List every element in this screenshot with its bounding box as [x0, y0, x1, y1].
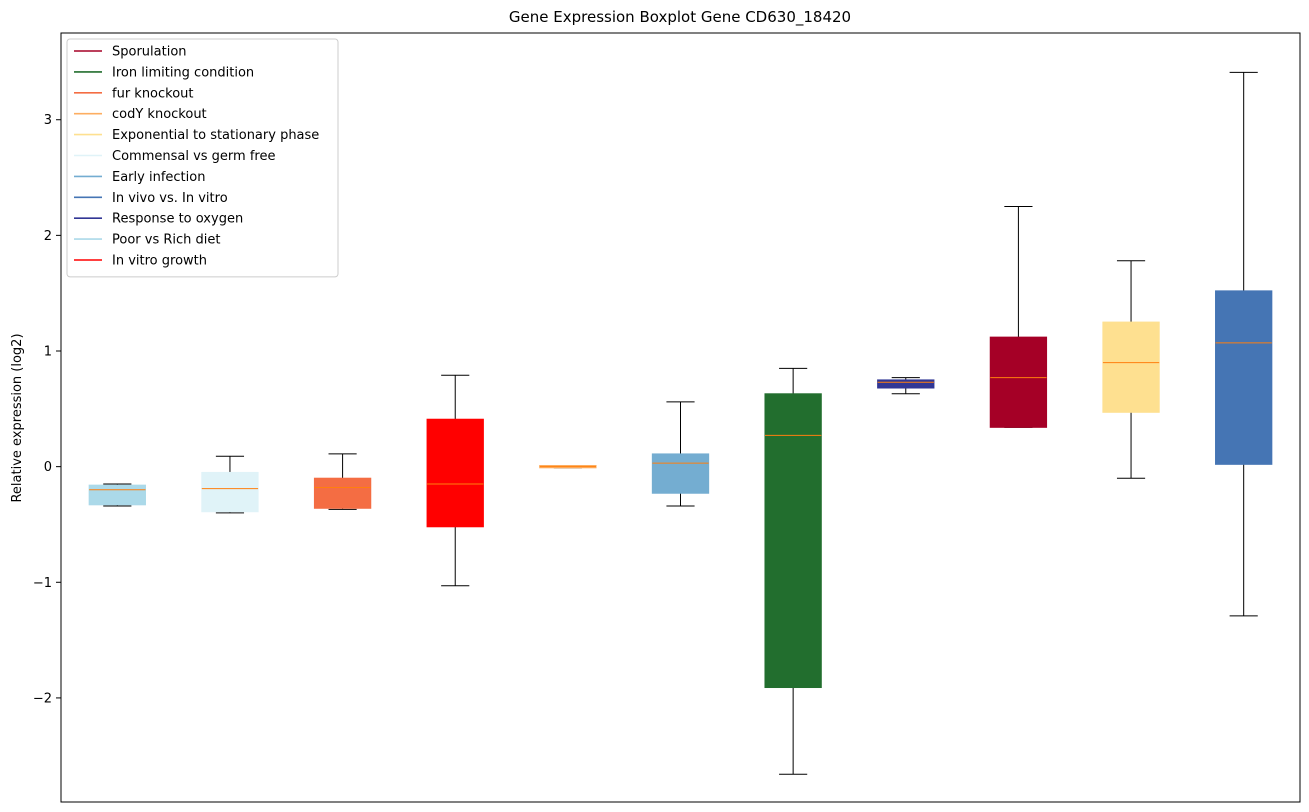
legend-label: codY knockout — [112, 107, 207, 122]
legend-label: In vivo vs. In vitro — [112, 191, 228, 206]
y-tick-label: 3 — [44, 113, 52, 128]
box-iqr — [1215, 290, 1273, 465]
box-iqr — [764, 393, 822, 689]
chart-title: Gene Expression Boxplot Gene CD630_18420 — [509, 8, 851, 27]
legend-label: Commensal vs germ free — [112, 149, 275, 164]
y-tick-label: −1 — [33, 576, 52, 591]
legend-box — [66, 38, 339, 278]
y-tick-label: 1 — [44, 345, 52, 360]
box-iqr — [313, 477, 372, 509]
box-iqr — [1102, 321, 1160, 413]
legend: Sporulation Iron limiting condition fur kn… — [66, 38, 339, 278]
box-response-to-oxygen — [877, 377, 935, 395]
legend-entry: fur knockout — [74, 86, 194, 101]
boxes-layer — [88, 71, 1273, 775]
box-iqr — [989, 336, 1048, 428]
box-iqr — [426, 418, 484, 528]
legend-label: fur knockout — [112, 86, 194, 101]
box-exponential-to-stationary-phase — [1102, 260, 1160, 479]
legend-entry: In vitro growth — [74, 254, 207, 269]
legend-entry: Sporulation — [74, 45, 187, 60]
box-in-vivo-vs-in-vitro — [1215, 71, 1273, 617]
legend-entry: codY knockout — [74, 107, 207, 122]
legend-entry: Iron limiting condition — [74, 65, 254, 80]
box-in-vitro-growth — [426, 374, 484, 587]
legend-label: In vitro growth — [112, 254, 207, 269]
legend-entry: In vivo vs. In vitro — [74, 191, 228, 206]
legend-entry: Poor vs Rich diet — [74, 233, 220, 248]
box-sporulation — [989, 205, 1048, 428]
box-iqr — [877, 379, 935, 389]
y-axis: −2 −1 0 1 2 3 — [33, 113, 61, 706]
box-iqr — [201, 471, 259, 513]
legend-entry: Response to oxygen — [74, 212, 243, 227]
legend-label: Poor vs Rich diet — [112, 233, 220, 248]
box-iron-limiting-condition — [764, 367, 822, 775]
box-early-infection — [651, 401, 710, 507]
legend-entry: Early infection — [74, 170, 205, 185]
legend-label: Sporulation — [112, 45, 187, 60]
legend-label: Response to oxygen — [112, 212, 243, 227]
y-tick-label: 2 — [44, 229, 52, 244]
legend-label: Iron limiting condition — [112, 65, 254, 80]
box-cody-knockout — [539, 464, 597, 469]
plot-frame — [60, 32, 1301, 803]
legend-entry: Exponential to stationary phase — [74, 128, 319, 143]
y-tick-label: −2 — [33, 691, 52, 706]
y-tick-label: 0 — [44, 460, 52, 475]
box-iqr — [88, 484, 146, 506]
legend-entry: Commensal vs germ free — [74, 149, 275, 164]
box-commensal-vs-germ-free — [201, 455, 259, 514]
y-axis-label: Relative expression (log2) — [10, 333, 25, 502]
box-fur-knockout — [313, 453, 372, 510]
legend-label: Early infection — [112, 170, 205, 185]
box-iqr — [651, 453, 710, 494]
box-poor-vs-rich-diet — [88, 483, 146, 507]
legend-label: Exponential to stationary phase — [112, 128, 319, 143]
